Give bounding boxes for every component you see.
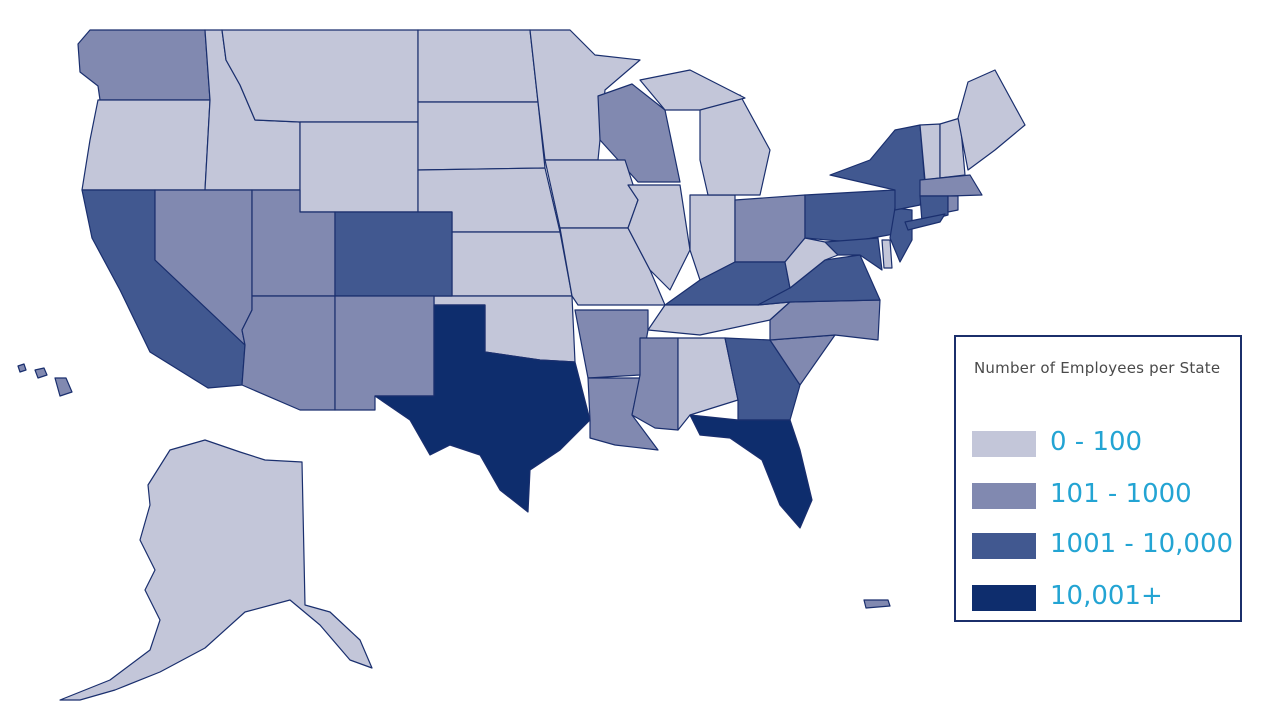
legend-swatch (972, 431, 1036, 457)
state-illinois (627, 184, 691, 291)
state-north-dakota (417, 29, 539, 103)
territory-puerto-rico (863, 599, 891, 609)
legend-label: 1001 - 10,000 (1050, 529, 1234, 559)
state-tennessee (647, 301, 791, 336)
state-wyoming (299, 121, 419, 213)
state-massachusetts (919, 174, 983, 197)
state-rhode-island (947, 195, 959, 213)
state-new-jersey (889, 207, 913, 263)
state-pennsylvania (804, 189, 906, 243)
state-kansas (451, 231, 573, 297)
state-arizona (241, 295, 336, 411)
legend-title: Number of Employees per State (974, 359, 1221, 377)
legend-swatch (972, 483, 1036, 509)
state-arkansas (574, 309, 649, 379)
state-florida (689, 414, 813, 529)
legend-label: 10,001+ (1050, 581, 1163, 611)
state-alabama (677, 337, 739, 431)
legend-swatch (972, 533, 1036, 559)
state-maryland (824, 237, 883, 271)
state-washington (77, 29, 211, 101)
legend-swatch (972, 585, 1036, 611)
state-north-carolina (769, 299, 881, 341)
legend-label: 101 - 1000 (1050, 479, 1192, 509)
state-colorado (334, 211, 453, 297)
legend-label: 0 - 100 (1050, 427, 1143, 457)
state-michigan-up (639, 69, 746, 111)
state-michigan (699, 94, 771, 196)
state-oregon (81, 99, 211, 191)
state-long-island (904, 213, 946, 231)
state-montana (221, 29, 419, 123)
state-hawaii (17, 363, 73, 397)
state-south-dakota (417, 101, 546, 171)
state-minnesota (529, 29, 641, 161)
state-wisconsin (597, 83, 681, 183)
state-delaware (881, 239, 893, 269)
map-legend: Number of Employees per State 0 - 100 10… (954, 335, 1242, 622)
state-alaska (59, 439, 373, 701)
state-texas (374, 304, 591, 513)
state-iowa (544, 159, 639, 229)
state-new-mexico (334, 295, 435, 411)
state-maine (957, 69, 1026, 171)
